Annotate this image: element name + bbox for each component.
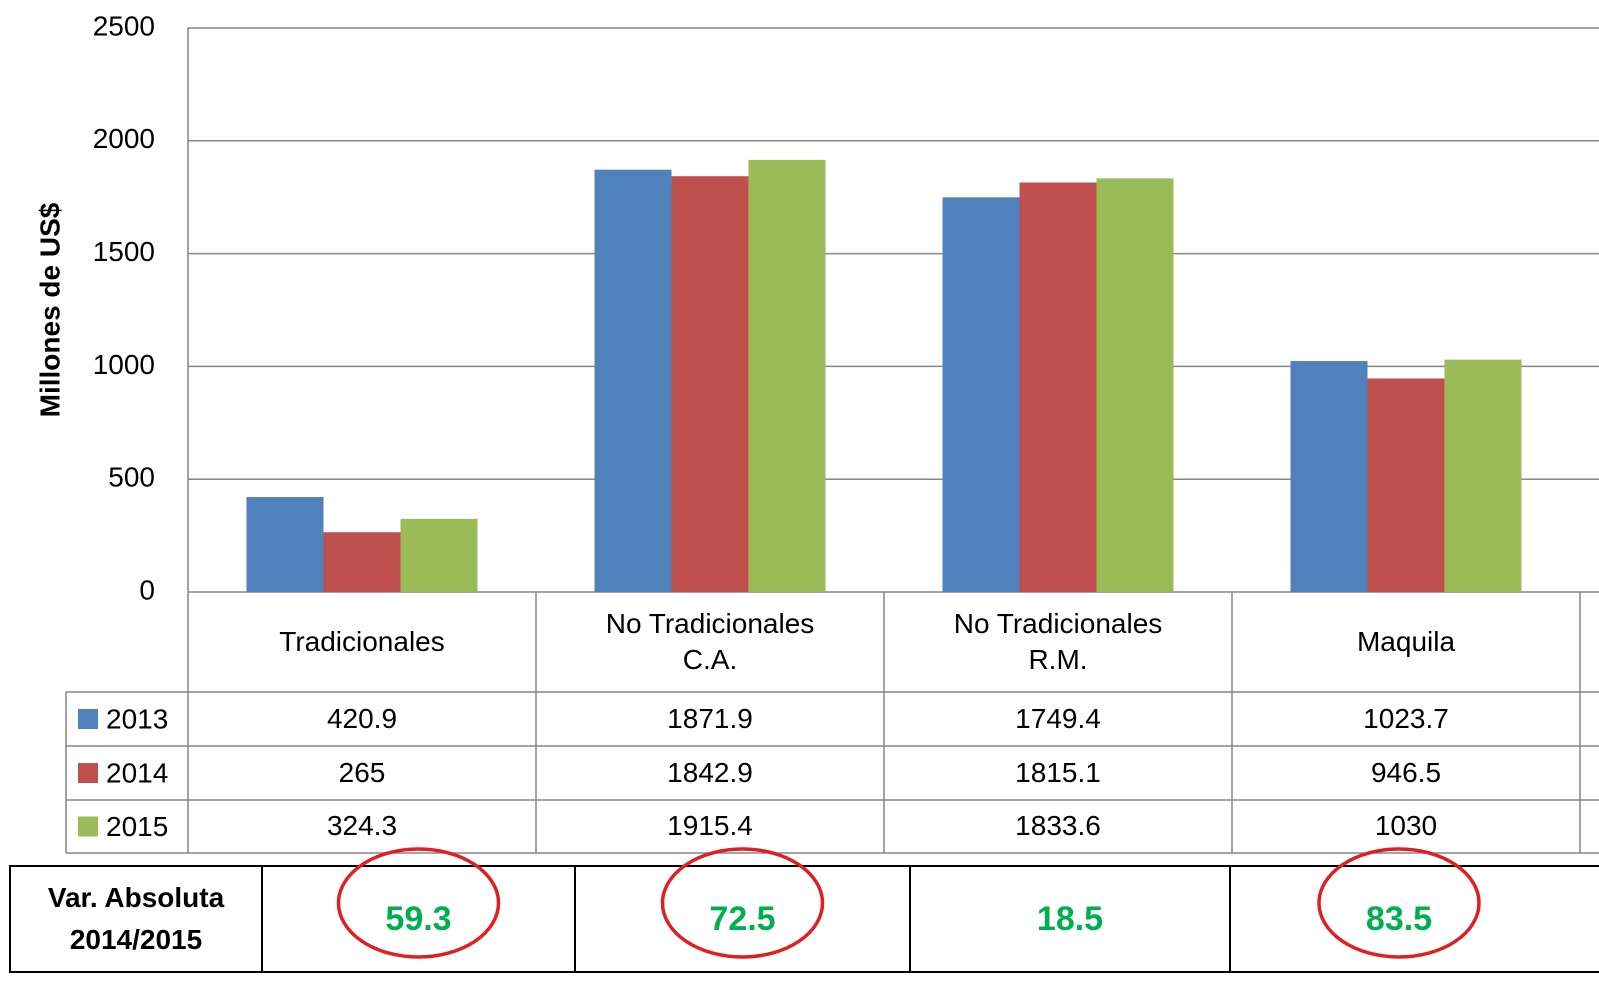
table-value: 946.5 [1370, 756, 1442, 788]
highlight-circle [336, 847, 501, 959]
variation-value: 72.5 [709, 899, 776, 938]
table-value-box: 1833.6 [1015, 810, 1101, 842]
table-value: 1749.4 [1015, 702, 1101, 734]
variation-value-box: 72.5 [709, 899, 776, 938]
x-tick-label-box: Maquila [1356, 625, 1456, 657]
table-value-box: 420.9 [326, 702, 398, 734]
x-tick-label: Maquila [1356, 625, 1456, 657]
legend-swatch [78, 763, 98, 783]
y-tick-label: 2000 [93, 123, 155, 154]
legend-swatch [78, 709, 98, 729]
x-tick-label: No Tradicionales R.M. [953, 607, 1163, 675]
y-tick-label: 1500 [93, 236, 155, 267]
x-tick-label: No Tradicionales C.A. [605, 607, 815, 675]
variation-value-box: 83.5 [1365, 899, 1433, 938]
variation-label-box: Var. Absoluta 2014/2015 [47, 882, 225, 955]
x-tick-label-box: Tradicionales [279, 625, 445, 657]
x-tick-label: Tradicionales [279, 625, 445, 657]
variation-table [9, 865, 1599, 973]
bar [942, 197, 1020, 592]
bar [748, 159, 826, 593]
legend-label: 2015 [106, 811, 168, 842]
table-value: 1815.1 [1015, 756, 1101, 788]
y-tick-label: 0 [139, 574, 155, 605]
table-value: 265 [338, 756, 386, 788]
table-value-box: 1023.7 [1363, 702, 1449, 734]
variation-value: 83.5 [1365, 899, 1433, 938]
bar [671, 176, 749, 592]
x-tick-label-box: No Tradicionales R.M. [953, 607, 1163, 675]
x-tick-label-box: No Tradicionales C.A. [605, 607, 815, 675]
bar [246, 497, 324, 592]
table-value: 1833.6 [1015, 810, 1101, 842]
legend-swatch [78, 816, 98, 837]
bar [1444, 359, 1522, 592]
table-value-box: 324.3 [326, 810, 398, 842]
table-value-box: 1030 [1374, 810, 1438, 842]
highlight-circle [660, 847, 825, 959]
variation-value: 18.5 [1036, 899, 1104, 938]
table-value: 420.9 [326, 702, 398, 734]
highlight-circle [1317, 847, 1481, 959]
table-value-box: 946.5 [1370, 756, 1442, 788]
table-value-box: 265 [338, 756, 386, 788]
variation-value-box: 59.3 [385, 899, 452, 938]
table-value: 1915.4 [667, 810, 753, 842]
table-value: 1030 [1374, 810, 1438, 842]
variation-label: Var. Absoluta 2014/2015 [47, 882, 225, 955]
bar [594, 169, 672, 593]
bar [323, 532, 401, 592]
y-tick-label: 1000 [93, 349, 155, 380]
table-value: 1842.9 [667, 756, 753, 788]
table-value-box: 1915.4 [667, 810, 753, 842]
y-axis-label: Millones de US$ [34, 202, 65, 417]
table-value-box: 1749.4 [1015, 702, 1101, 734]
y-tick-label: 500 [108, 462, 155, 493]
variation-value: 59.3 [385, 899, 452, 938]
bar [400, 518, 478, 592]
legend-label: 2014 [106, 757, 168, 788]
table-value-box: 1815.1 [1015, 756, 1101, 788]
table-value-box: 1871.9 [667, 702, 753, 734]
table-value: 1871.9 [667, 702, 753, 734]
bar [1096, 178, 1174, 592]
bar [1367, 378, 1445, 592]
table-value: 1023.7 [1363, 702, 1449, 734]
table-value: 324.3 [326, 810, 398, 842]
table-value-box: 1842.9 [667, 756, 753, 788]
legend-label: 2013 [106, 703, 168, 734]
variation-value-box: 18.5 [1036, 899, 1104, 938]
bar [1290, 361, 1368, 592]
y-tick-label: 2500 [93, 10, 155, 41]
bar [1019, 182, 1097, 593]
